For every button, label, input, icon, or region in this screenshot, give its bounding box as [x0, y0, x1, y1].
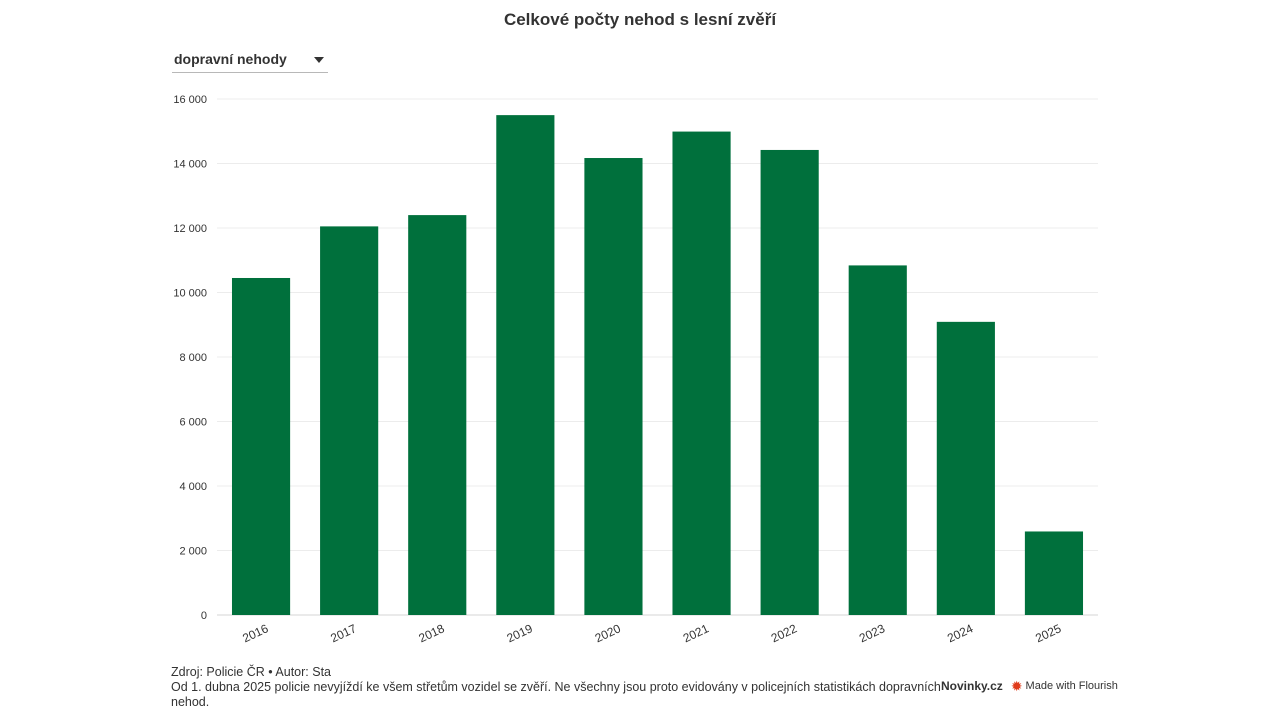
x-tick-label: 2020: [593, 621, 623, 645]
x-tick-label: 2017: [328, 621, 358, 645]
bar-2019: [496, 115, 555, 615]
bar-2022: [760, 149, 819, 615]
bar-2023: [848, 265, 907, 615]
bar-2018: [408, 215, 467, 615]
bar-2017: [320, 226, 379, 615]
y-tick-label: 8 000: [179, 352, 207, 364]
dataset-dropdown[interactable]: dopravní nehody: [172, 48, 328, 73]
y-tick-label: 0: [201, 610, 207, 622]
flourish-star-icon: ✹: [1010, 678, 1023, 694]
bar-chart: 0 2 000 4 000 6 000 8 000 10 000 12 000 14 000 1…: [173, 94, 1098, 645]
bar-2020: [584, 158, 643, 615]
note-line: Od 1. dubna 2025 policie nevyjíždí ke vš…: [171, 680, 941, 709]
novinky-logo[interactable]: Novinky.cz: [941, 679, 1003, 693]
bar-2024: [936, 321, 995, 615]
footer: Zdroj: Policie ČR • Autor: Sta Od 1. dub…: [171, 665, 941, 710]
y-axis: 0 2 000 4 000 6 000 8 000 10 000 12 000 14 000 1…: [173, 94, 207, 622]
x-axis: 2016 2017 2018 2019 2020 2021 2022 2023 2024 2025: [240, 621, 1063, 645]
y-tick-label: 16 000: [173, 94, 207, 106]
x-tick-label: 2018: [417, 621, 447, 645]
x-tick-label: 2019: [505, 621, 535, 645]
bars: [231, 115, 1084, 615]
y-tick-label: 2 000: [179, 546, 207, 558]
y-tick-label: 14 000: [173, 159, 207, 171]
y-tick-label: 6 000: [179, 417, 207, 429]
chart-title: Celkové počty nehod s lesní zvěří: [503, 10, 777, 29]
source-line: Zdroj: Policie ČR • Autor: Sta: [171, 665, 331, 679]
y-tick-label: 10 000: [173, 288, 207, 300]
bar-2025: [1024, 531, 1084, 615]
y-tick-label: 4 000: [179, 481, 207, 493]
x-tick-label: 2023: [857, 621, 887, 645]
x-tick-label: 2016: [240, 621, 270, 645]
branding: Novinky.cz ✹ Made with Flourish: [941, 679, 1118, 693]
bar-2016: [231, 277, 291, 615]
x-tick-label: 2021: [681, 621, 711, 645]
bar-2021: [672, 131, 731, 615]
y-tick-label: 12 000: [173, 223, 207, 235]
flourish-label: Made with Flourish: [1025, 680, 1118, 692]
flourish-link[interactable]: ✹ Made with Flourish: [1011, 679, 1118, 693]
chevron-down-icon: [314, 57, 324, 63]
x-tick-label: 2024: [945, 621, 975, 645]
dropdown-selected-value: dopravní nehody: [174, 51, 287, 67]
x-tick-label: 2025: [1033, 621, 1063, 645]
x-tick-label: 2022: [769, 621, 799, 645]
